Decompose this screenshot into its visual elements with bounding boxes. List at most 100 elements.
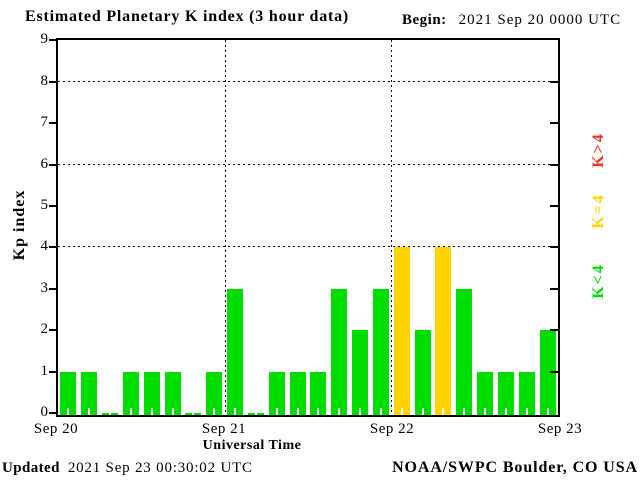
x-minor-tick (296, 408, 299, 415)
kp-bar (477, 371, 494, 415)
y-tick-right-8 (550, 80, 559, 83)
kp-bar (518, 371, 535, 415)
x-minor-tick (546, 408, 549, 415)
updated-timestamp: Updated 2021 Sep 23 00:30:02 UTC (2, 459, 253, 477)
x-minor-tick (88, 408, 91, 415)
y-tick-right-3 (550, 287, 559, 290)
kp-bar (497, 371, 514, 415)
y-tick-left-8 (49, 80, 57, 83)
y-tick-right-4 (550, 246, 559, 249)
x-minor-tick (525, 408, 528, 415)
day-boundary-line-sep22 (391, 40, 392, 415)
y-tick-label-4: 4 (40, 238, 49, 255)
begin-time: Begin: 2021 Sep 20 0000 UTC (402, 11, 621, 29)
x-tick-label-sep23: Sep 23 (537, 421, 583, 437)
x-minor-tick (275, 408, 278, 415)
x-minor-tick (254, 413, 257, 415)
kp-bar (539, 330, 556, 415)
legend-item-k-gt-4: K>4 (590, 132, 607, 168)
x-tick-label-sep21: Sep 21 (201, 421, 247, 437)
kp-bar (435, 247, 452, 415)
x-minor-tick (109, 413, 112, 415)
x-minor-tick (442, 408, 445, 415)
kp-bar (185, 413, 202, 415)
updated-label: Updated (2, 460, 60, 476)
y-tick-right-1 (550, 370, 559, 373)
kp-bar (289, 371, 306, 415)
gridline-kp-4 (58, 246, 558, 248)
source-attribution: NOAA/SWPC Boulder, CO USA (392, 459, 638, 476)
y-tick-label-0: 0 (40, 404, 49, 420)
kp-bar (268, 371, 285, 415)
y-tick-label-7: 7 (40, 114, 49, 131)
y-tick-left-5 (49, 205, 57, 207)
x-minor-tick (400, 408, 403, 415)
kp-bar (81, 371, 98, 415)
x-minor-tick (192, 413, 195, 415)
y-tick-left-4 (49, 246, 57, 249)
y-tick-left-6 (49, 163, 57, 166)
kp-bar (164, 371, 181, 415)
x-minor-tick (484, 408, 487, 415)
x-minor-tick (379, 408, 382, 415)
kp-bar (456, 288, 473, 415)
y-tick-label-9: 9 (40, 31, 49, 48)
kp-bar (206, 371, 223, 415)
y-tick-label-2: 2 (40, 321, 49, 338)
y-tick-left-3 (49, 287, 57, 290)
legend-item-k-lt-4: K<4 (590, 263, 607, 299)
plot-area (56, 38, 560, 417)
y-tick-left-1 (49, 370, 57, 373)
gridline-kp-8 (58, 80, 558, 82)
x-axis-title: Universal Time (202, 438, 302, 453)
y-tick-right-7 (550, 122, 559, 125)
kp-bar (393, 247, 410, 415)
kp-bar (372, 288, 389, 415)
y-tick-label-3: 3 (40, 279, 49, 296)
y-tick-left-0 (49, 412, 57, 414)
begin-value: 2021 Sep 20 0000 UTC (458, 12, 622, 28)
begin-label: Begin: (402, 12, 447, 28)
y-tick-left-2 (49, 329, 57, 332)
plot-inner (58, 40, 558, 415)
x-minor-tick (359, 408, 362, 415)
y-tick-label-6: 6 (40, 155, 49, 172)
kp-bar (247, 413, 264, 415)
x-minor-tick (504, 408, 507, 415)
x-minor-tick (234, 408, 237, 415)
y-tick-right-2 (550, 329, 559, 332)
day-boundary-line-sep21 (225, 40, 226, 415)
updated-value: 2021 Sep 23 00:30:02 UTC (67, 460, 253, 476)
kp-bar (60, 371, 77, 415)
y-tick-label-1: 1 (40, 362, 49, 379)
kp-bar (143, 371, 160, 415)
legend-item-k-eq-4: K=4 (590, 193, 607, 229)
gridline-kp-6 (58, 163, 558, 165)
kp-bar (102, 413, 119, 415)
chart-title: Estimated Planetary K index (3 hour data… (25, 8, 350, 25)
y-tick-right-6 (550, 163, 559, 166)
x-minor-tick (129, 408, 132, 415)
y-tick-left-7 (49, 122, 57, 125)
x-minor-tick (171, 408, 174, 415)
kp-bar (122, 371, 139, 415)
x-minor-tick (338, 408, 341, 415)
kp-bar (310, 371, 327, 415)
y-tick-left-9 (49, 39, 57, 42)
kp-bar (227, 288, 244, 415)
y-tick-label-8: 8 (40, 72, 49, 89)
x-tick-label-sep20: Sep 20 (33, 421, 79, 437)
y-tick-right-5 (550, 205, 559, 207)
kp-bar (331, 288, 348, 415)
kp-bar (414, 330, 431, 415)
x-tick-label-sep22: Sep 22 (369, 421, 415, 437)
x-minor-tick (67, 408, 70, 415)
x-minor-tick (150, 408, 153, 415)
y-tick-label-5: 5 (40, 197, 49, 213)
x-minor-tick (463, 408, 466, 415)
kp-bar (352, 330, 369, 415)
x-minor-tick (317, 408, 320, 415)
x-minor-tick (421, 408, 424, 415)
x-minor-tick (213, 408, 216, 415)
